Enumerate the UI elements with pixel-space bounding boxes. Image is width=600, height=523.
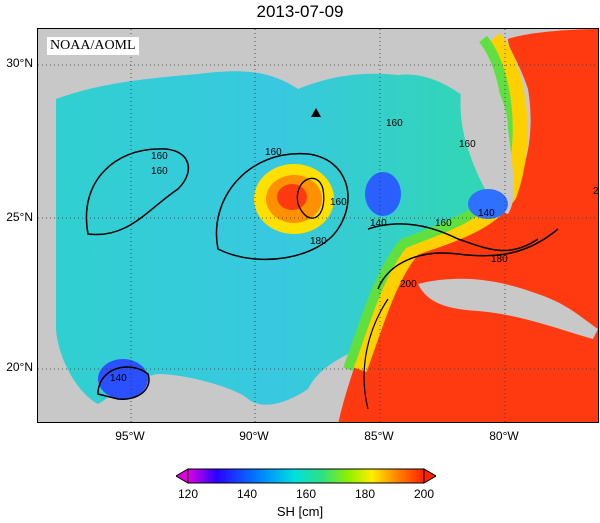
cold-spot xyxy=(365,172,401,216)
contour-label: 140 xyxy=(478,208,495,219)
lon-label: 85°W xyxy=(364,429,394,443)
lon-label: 90°W xyxy=(239,429,269,443)
contour-label: 140 xyxy=(110,373,127,384)
atlantic-water xyxy=(338,29,598,422)
contour-label: 160 xyxy=(386,118,403,129)
contour-line xyxy=(367,223,539,252)
colorbar-high-arrow xyxy=(423,468,436,484)
triangle-marker xyxy=(311,108,321,117)
contour-line xyxy=(296,177,325,219)
contour-label: 160 xyxy=(459,139,476,150)
lon-label: 80°W xyxy=(489,429,519,443)
contour-label: 160 xyxy=(265,147,282,158)
contour-label: 180 xyxy=(491,254,508,265)
colorbar-tick: 140 xyxy=(236,487,258,501)
sea-height-map: 160 160 160 160 160 140 140 180 180 160 … xyxy=(37,28,599,423)
contour-label: 160 xyxy=(330,197,347,208)
contour-label: 140 xyxy=(370,218,387,229)
contour-line xyxy=(97,366,150,400)
florida xyxy=(460,49,514,214)
colorbar-tick: 180 xyxy=(354,487,376,501)
contour-label: 200 xyxy=(400,279,417,290)
contour-label: 160 xyxy=(151,151,168,162)
contour-label: 160 xyxy=(435,218,452,229)
contour-line xyxy=(85,148,189,236)
contour-label: 200 xyxy=(593,186,599,197)
credit-label: NOAA/AOML xyxy=(47,37,139,55)
lat-label: 25°N xyxy=(6,210,33,224)
contour-line xyxy=(363,298,389,410)
gulf-water xyxy=(56,71,498,405)
contour-line xyxy=(377,228,559,290)
map-title: 2013-07-09 xyxy=(256,2,344,21)
lon-label: 95°W xyxy=(115,429,145,443)
contour-label: 180 xyxy=(310,236,327,247)
contour-label: 160 xyxy=(151,166,168,177)
colorbar-label: SH [cm] xyxy=(276,504,324,519)
cuba xyxy=(418,278,598,339)
map-canvas: 160 160 160 160 160 140 140 180 180 160 … xyxy=(38,29,599,422)
lat-label: 30°N xyxy=(6,56,33,70)
colorbar-gradient xyxy=(187,468,425,484)
colorbar xyxy=(176,468,436,484)
colorbar-low-arrow xyxy=(176,468,189,484)
contour-line xyxy=(215,153,349,261)
colorbar-tick: 160 xyxy=(295,487,317,501)
gradient-band-green xyxy=(343,35,513,371)
gradient-band-yellow xyxy=(349,33,528,373)
colorbar-tick: 120 xyxy=(177,487,199,501)
lat-label: 20°N xyxy=(6,360,33,374)
cold-spot xyxy=(468,189,508,219)
colorbar-tick: 200 xyxy=(413,487,435,501)
